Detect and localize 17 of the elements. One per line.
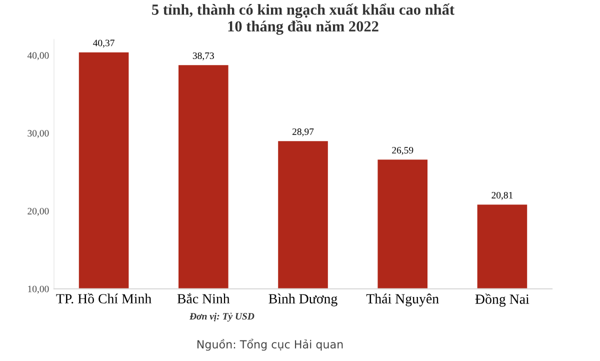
x-tick-label: Thái Nguyên xyxy=(366,294,439,306)
x-tick-label: Đồng Nai xyxy=(475,294,530,307)
text: Nguồn: Tổng cục Hải quan xyxy=(197,338,343,351)
text: Đơn vị: Tỷ USD xyxy=(189,312,254,322)
x-tick-label: Bắc Ninh xyxy=(177,293,230,304)
data-label: 20,81 xyxy=(492,192,513,200)
chart-title: 5 tỉnh, thành có kim ngạch xuất khẩu cao nhất 10 tháng đầu năm 2022 xyxy=(152,4,454,35)
y-tick-label: 40,00 xyxy=(27,52,49,60)
data-label: 38,73 xyxy=(192,52,214,60)
x-tick-label: Bình Dương xyxy=(268,294,338,306)
y-tick-label: 30,00 xyxy=(28,130,49,138)
data-label: 28,97 xyxy=(292,128,314,136)
y-tick-label: 20,00 xyxy=(28,208,49,216)
y-tick-label: 10,00 xyxy=(28,286,49,294)
data-label: 40,37 xyxy=(93,40,114,48)
data-label: 26,59 xyxy=(392,146,414,155)
x-tick-label: TP. Hồ Chí Minh xyxy=(56,293,152,304)
